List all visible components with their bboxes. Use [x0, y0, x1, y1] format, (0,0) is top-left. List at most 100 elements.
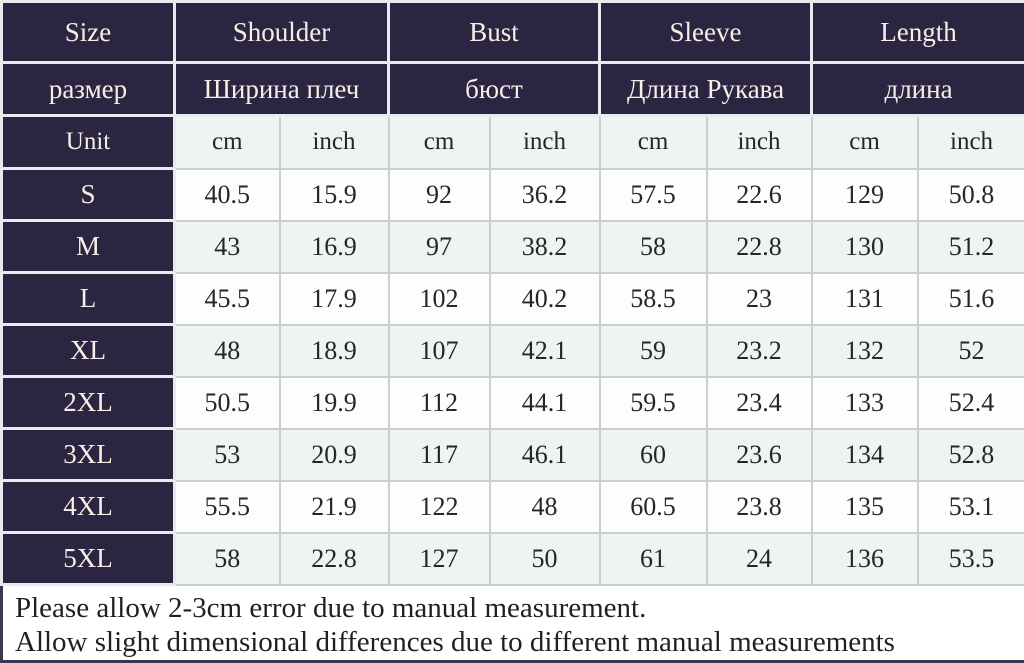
table-row-3xl: 3XL 53 20.9 117 46.1 60 23.6 134 52.8 — [2, 429, 1024, 481]
data-cell: 40.2 — [490, 273, 600, 325]
data-cell: 51.2 — [918, 221, 1024, 273]
unit-cell: cm — [175, 116, 280, 169]
unit-cell: inch — [707, 116, 812, 169]
data-cell: 135 — [812, 481, 918, 533]
data-cell: 59 — [600, 325, 707, 377]
data-cell: 102 — [389, 273, 490, 325]
data-cell: 50.5 — [175, 377, 280, 429]
table-row-m: M 43 16.9 97 38.2 58 22.8 130 51.2 — [2, 221, 1024, 273]
column-header-sleeve: Sleeve — [600, 2, 812, 63]
data-cell: 134 — [812, 429, 918, 481]
column-header-length: Length — [812, 2, 1024, 63]
table-row-xl: XL 48 18.9 107 42.1 59 23.2 132 52 — [2, 325, 1024, 377]
column-header-shoulder-ru: Ширина плеч — [175, 63, 389, 116]
data-cell: 23.2 — [707, 325, 812, 377]
data-cell: 50.8 — [918, 169, 1024, 221]
measurement-notes: Please allow 2-3cm error due to manual m… — [0, 586, 1024, 663]
data-cell: 23.8 — [707, 481, 812, 533]
data-cell: 38.2 — [490, 221, 600, 273]
data-cell: 23 — [707, 273, 812, 325]
data-cell: 51.6 — [918, 273, 1024, 325]
data-cell: 42.1 — [490, 325, 600, 377]
data-cell: 61 — [600, 533, 707, 585]
size-label-cell: 5XL — [2, 533, 175, 585]
size-label-cell: M — [2, 221, 175, 273]
header-row-ru: размер Ширина плеч бюст Длина Рукава дли… — [2, 63, 1024, 116]
data-cell: 112 — [389, 377, 490, 429]
data-cell: 43 — [175, 221, 280, 273]
data-cell: 52.8 — [918, 429, 1024, 481]
unit-label-cell: Unit — [2, 116, 175, 169]
data-cell: 48 — [175, 325, 280, 377]
data-cell: 53 — [175, 429, 280, 481]
column-header-bust-ru: бюст — [389, 63, 600, 116]
data-cell: 40.5 — [175, 169, 280, 221]
unit-cell: cm — [389, 116, 490, 169]
data-cell: 44.1 — [490, 377, 600, 429]
data-cell: 57.5 — [600, 169, 707, 221]
data-cell: 21.9 — [280, 481, 389, 533]
unit-cell: inch — [490, 116, 600, 169]
data-cell: 53.5 — [918, 533, 1024, 585]
unit-row: Unit cm inch cm inch cm inch cm inch — [2, 116, 1024, 169]
note-line: Please allow 2-3cm error due to manual m… — [15, 591, 1024, 625]
note-line: Allow slight dimensional differences due… — [15, 625, 1024, 659]
data-cell: 15.9 — [280, 169, 389, 221]
size-label-cell: 2XL — [2, 377, 175, 429]
data-cell: 53.1 — [918, 481, 1024, 533]
column-header-shoulder: Shoulder — [175, 2, 389, 63]
size-label-cell: 4XL — [2, 481, 175, 533]
data-cell: 130 — [812, 221, 918, 273]
data-cell: 48 — [490, 481, 600, 533]
data-cell: 55.5 — [175, 481, 280, 533]
data-cell: 36.2 — [490, 169, 600, 221]
size-label-cell: XL — [2, 325, 175, 377]
column-header-length-ru: длина — [812, 63, 1024, 116]
column-header-size-ru: размер — [2, 63, 175, 116]
data-cell: 97 — [389, 221, 490, 273]
data-cell: 46.1 — [490, 429, 600, 481]
data-cell: 22.8 — [280, 533, 389, 585]
data-cell: 52 — [918, 325, 1024, 377]
data-cell: 58.5 — [600, 273, 707, 325]
header-row-en: Size Shoulder Bust Sleeve Length — [2, 2, 1024, 63]
unit-cell: inch — [280, 116, 389, 169]
data-cell: 59.5 — [600, 377, 707, 429]
data-cell: 60.5 — [600, 481, 707, 533]
size-label-cell: L — [2, 273, 175, 325]
table-row-l: L 45.5 17.9 102 40.2 58.5 23 131 51.6 — [2, 273, 1024, 325]
data-cell: 24 — [707, 533, 812, 585]
size-chart-table: Size Shoulder Bust Sleeve Length размер … — [0, 0, 1024, 586]
size-label-cell: S — [2, 169, 175, 221]
column-header-bust: Bust — [389, 2, 600, 63]
data-cell: 22.8 — [707, 221, 812, 273]
data-cell: 50 — [490, 533, 600, 585]
data-cell: 127 — [389, 533, 490, 585]
unit-cell: cm — [600, 116, 707, 169]
size-label-cell: 3XL — [2, 429, 175, 481]
column-header-size: Size — [2, 2, 175, 63]
data-cell: 22.6 — [707, 169, 812, 221]
data-cell: 58 — [600, 221, 707, 273]
table-row-4xl: 4XL 55.5 21.9 122 48 60.5 23.8 135 53.1 — [2, 481, 1024, 533]
data-cell: 117 — [389, 429, 490, 481]
data-cell: 92 — [389, 169, 490, 221]
table-row-s: S 40.5 15.9 92 36.2 57.5 22.6 129 50.8 — [2, 169, 1024, 221]
table-row-5xl: 5XL 58 22.8 127 50 61 24 136 53.5 — [2, 533, 1024, 585]
data-cell: 20.9 — [280, 429, 389, 481]
data-cell: 23.6 — [707, 429, 812, 481]
unit-cell: inch — [918, 116, 1024, 169]
unit-cell: cm — [812, 116, 918, 169]
data-cell: 16.9 — [280, 221, 389, 273]
data-cell: 19.9 — [280, 377, 389, 429]
data-cell: 122 — [389, 481, 490, 533]
data-cell: 45.5 — [175, 273, 280, 325]
table-row-2xl: 2XL 50.5 19.9 112 44.1 59.5 23.4 133 52.… — [2, 377, 1024, 429]
data-cell: 52.4 — [918, 377, 1024, 429]
data-cell: 58 — [175, 533, 280, 585]
data-cell: 136 — [812, 533, 918, 585]
data-cell: 131 — [812, 273, 918, 325]
column-header-sleeve-ru: Длина Рукава — [600, 63, 812, 116]
data-cell: 23.4 — [707, 377, 812, 429]
data-cell: 129 — [812, 169, 918, 221]
